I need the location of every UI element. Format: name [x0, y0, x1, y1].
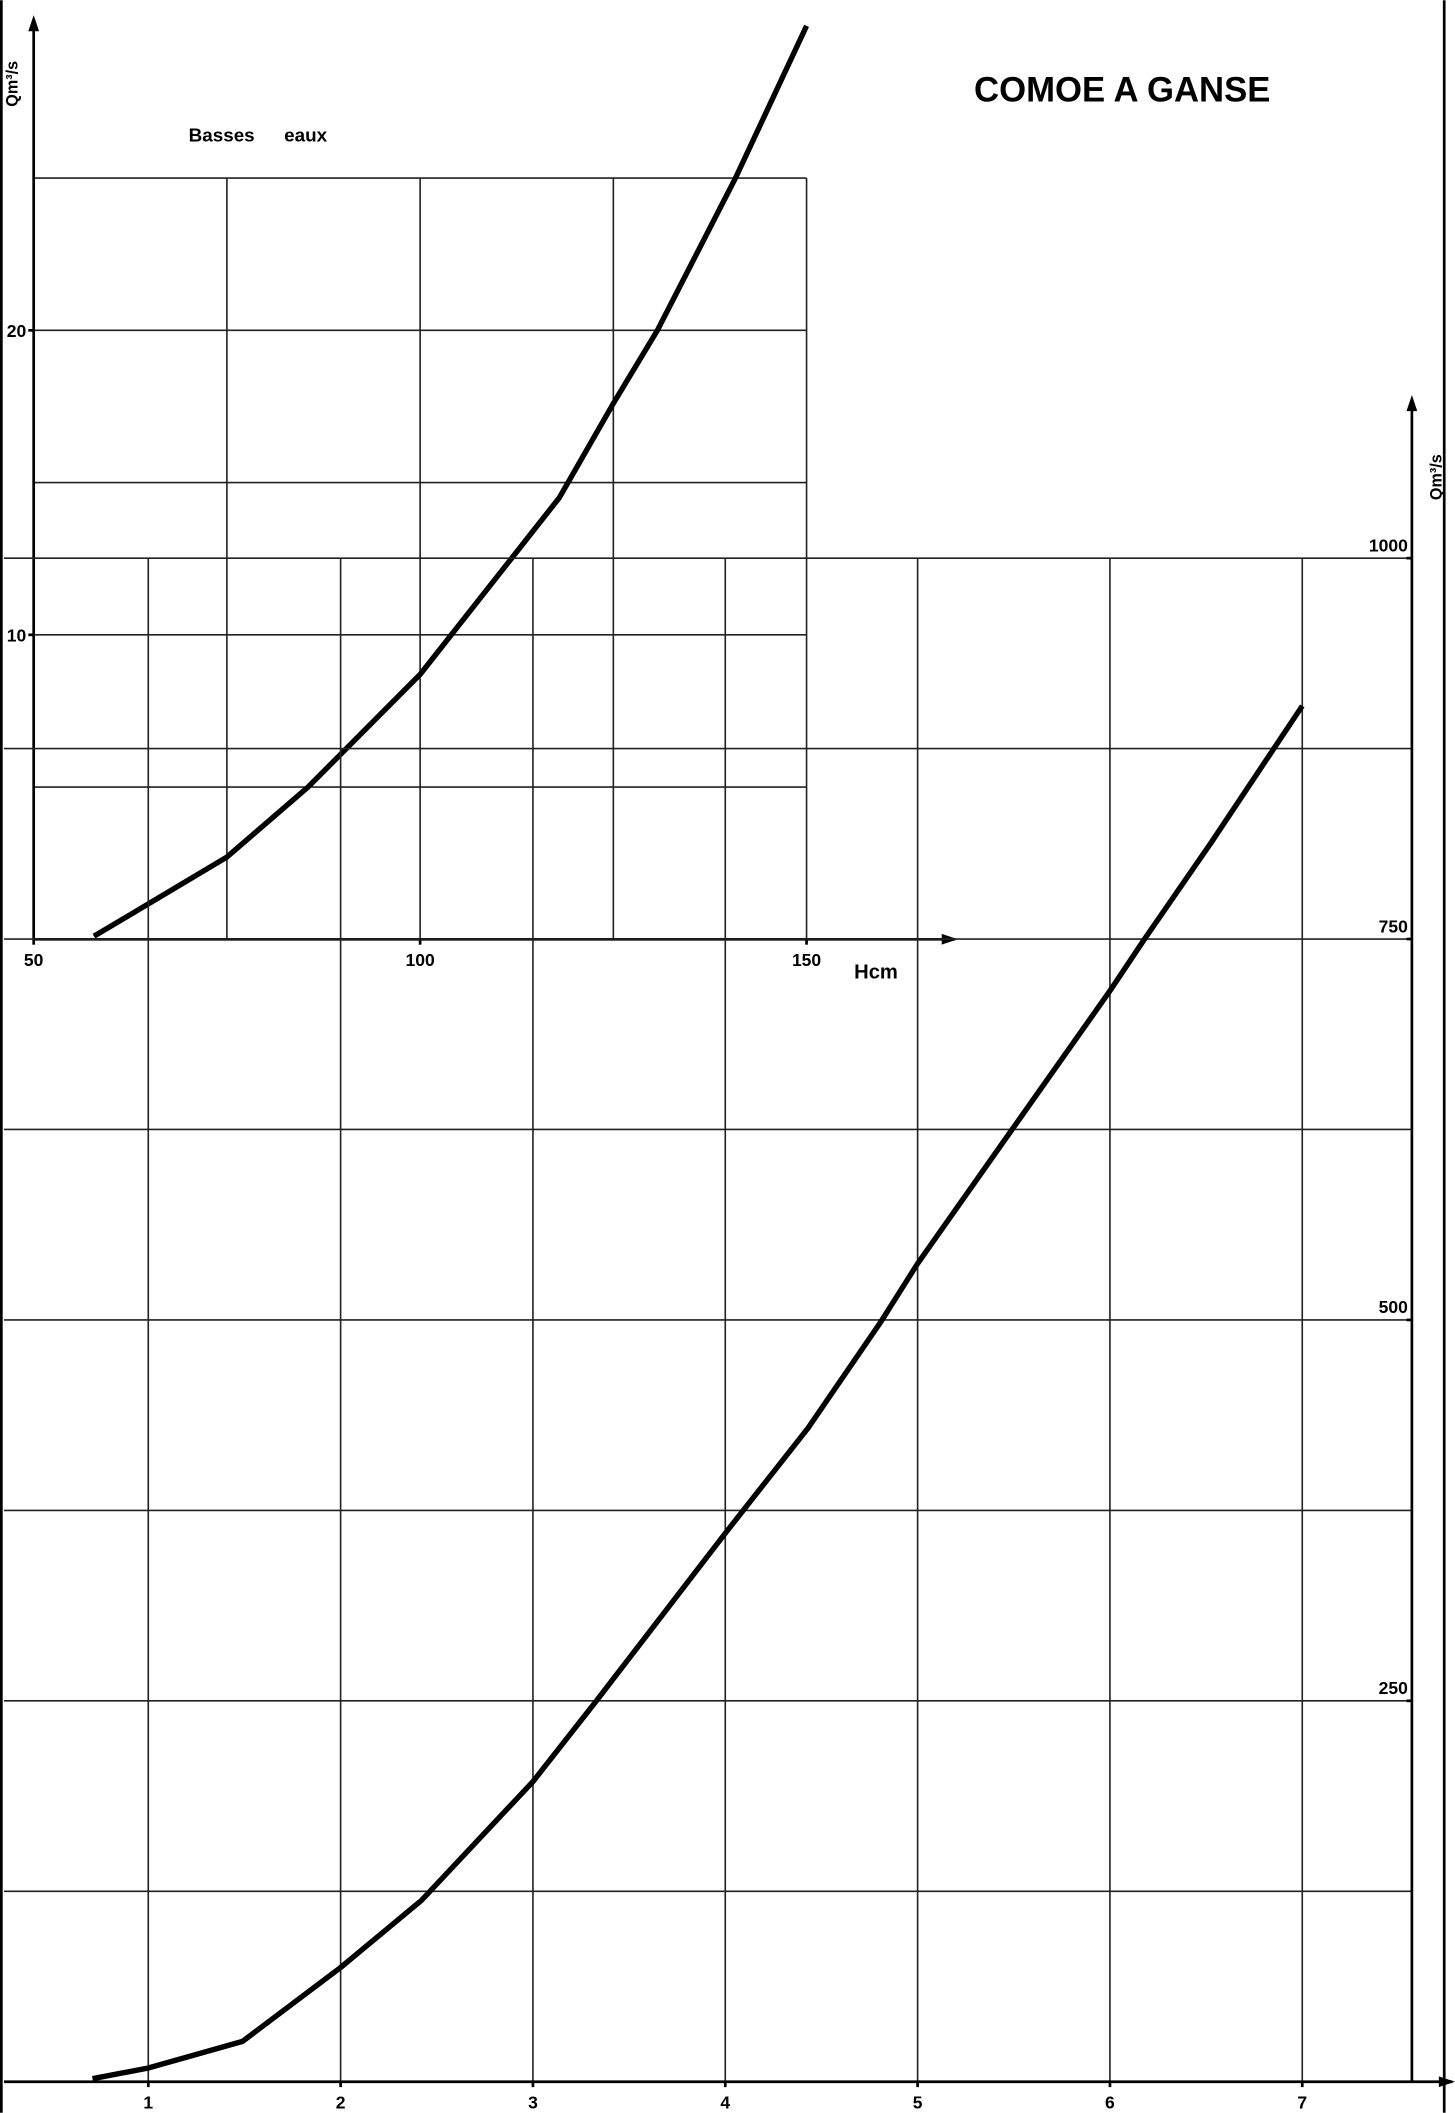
x-tick-label: 7: [1297, 2093, 1307, 2113]
y-tick-label: 250: [1379, 1678, 1408, 1698]
y-tick-label: 1000: [1369, 535, 1408, 555]
x-axis-arrow: [1438, 2076, 1455, 2088]
y-axis-arrow: [28, 15, 40, 32]
x-tick-label: 3: [528, 2093, 538, 2113]
x-tick-label: 4: [720, 2093, 730, 2113]
rating-curve: [92, 24, 810, 939]
y-axis-label: Qm³/s: [4, 61, 22, 107]
x-tick-label: 50: [24, 950, 44, 970]
y-tick-label: 500: [1379, 1297, 1408, 1317]
x-tick-label: 5: [913, 2093, 923, 2113]
rating-curve: [92, 704, 1305, 2082]
chart-title: COMOE A GANSE: [974, 70, 1270, 109]
x-tick-label: 6: [1105, 2093, 1115, 2113]
x-tick-label: 100: [406, 950, 435, 970]
subtitle: Basses eaux: [189, 125, 328, 146]
y-axis-label: Qm³/s: [1428, 454, 1446, 500]
y-tick-label: 10: [7, 626, 27, 646]
x-tick-label: 1: [143, 2093, 153, 2113]
y-axis-arrow: [1406, 395, 1418, 412]
x-tick-label: 150: [792, 950, 821, 970]
x-axis-label: Hcm: [854, 961, 898, 983]
y-tick-label: 750: [1379, 916, 1408, 936]
y-tick-label: 20: [7, 321, 27, 341]
x-tick-label: 2: [336, 2093, 346, 2113]
